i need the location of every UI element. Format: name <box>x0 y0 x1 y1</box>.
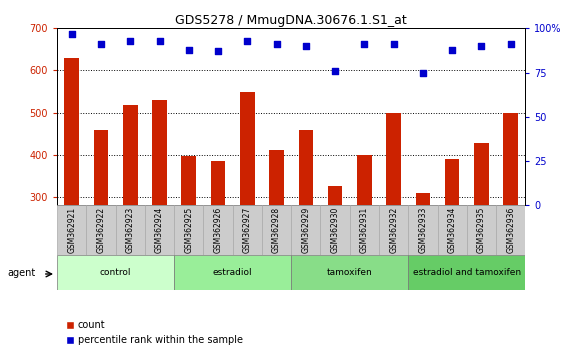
Text: GSM362926: GSM362926 <box>214 207 223 253</box>
Text: GSM362922: GSM362922 <box>96 207 106 253</box>
Bar <box>123 105 138 205</box>
Point <box>419 70 428 75</box>
Text: estradiol and tamoxifen: estradiol and tamoxifen <box>413 268 521 277</box>
Bar <box>94 130 108 205</box>
Bar <box>115 205 145 255</box>
Legend: count, percentile rank within the sample: count, percentile rank within the sample <box>62 316 247 349</box>
Bar <box>86 205 115 255</box>
Bar <box>174 205 203 255</box>
Text: GSM362930: GSM362930 <box>331 207 340 253</box>
Bar <box>270 150 284 205</box>
Text: GSM362923: GSM362923 <box>126 207 135 253</box>
Point <box>272 41 281 47</box>
Bar <box>349 205 379 255</box>
Bar <box>504 113 518 205</box>
Bar <box>379 205 408 255</box>
Point <box>448 47 457 52</box>
Bar <box>408 205 437 255</box>
Text: agent: agent <box>7 268 35 278</box>
Bar <box>233 205 262 255</box>
Bar <box>496 205 525 255</box>
Bar <box>474 143 489 205</box>
Bar <box>445 159 460 205</box>
Text: GSM362932: GSM362932 <box>389 207 398 253</box>
Point <box>331 68 340 74</box>
Bar <box>357 155 372 205</box>
Bar <box>328 186 343 205</box>
Title: GDS5278 / MmugDNA.30676.1.S1_at: GDS5278 / MmugDNA.30676.1.S1_at <box>175 14 407 27</box>
Text: GSM362921: GSM362921 <box>67 207 77 253</box>
Bar <box>211 161 226 205</box>
Bar <box>182 156 196 205</box>
Point <box>96 41 106 47</box>
Text: GSM362929: GSM362929 <box>301 207 311 253</box>
Text: tamoxifen: tamoxifen <box>327 268 373 277</box>
Text: GSM362927: GSM362927 <box>243 207 252 253</box>
Bar <box>262 205 291 255</box>
Bar <box>57 255 174 290</box>
Point <box>506 41 515 47</box>
Point <box>360 41 369 47</box>
Bar <box>203 205 233 255</box>
Point <box>184 47 194 52</box>
Bar <box>387 113 401 205</box>
Bar <box>416 193 430 205</box>
Point <box>301 43 311 49</box>
Text: GSM362928: GSM362928 <box>272 207 281 253</box>
Bar <box>152 100 167 205</box>
Text: GSM362931: GSM362931 <box>360 207 369 253</box>
Bar <box>408 255 525 290</box>
Bar <box>467 205 496 255</box>
Bar <box>240 92 255 205</box>
Text: GSM362936: GSM362936 <box>506 207 515 253</box>
Text: GSM362934: GSM362934 <box>448 207 457 253</box>
Point <box>389 41 398 47</box>
Text: GSM362935: GSM362935 <box>477 207 486 253</box>
Bar <box>291 205 320 255</box>
Point <box>155 38 164 44</box>
Text: GSM362924: GSM362924 <box>155 207 164 253</box>
Point <box>214 48 223 54</box>
Text: control: control <box>100 268 131 277</box>
Text: estradiol: estradiol <box>213 268 252 277</box>
Point <box>126 38 135 44</box>
Bar <box>291 255 408 290</box>
Point <box>243 38 252 44</box>
Point <box>67 31 77 36</box>
Bar <box>174 255 291 290</box>
Text: GSM362925: GSM362925 <box>184 207 194 253</box>
Bar <box>320 205 349 255</box>
Bar <box>65 58 79 205</box>
Bar <box>145 205 174 255</box>
Bar <box>57 205 86 255</box>
Point <box>477 43 486 49</box>
Bar <box>437 205 467 255</box>
Text: GSM362933: GSM362933 <box>419 207 428 253</box>
Bar <box>299 130 313 205</box>
